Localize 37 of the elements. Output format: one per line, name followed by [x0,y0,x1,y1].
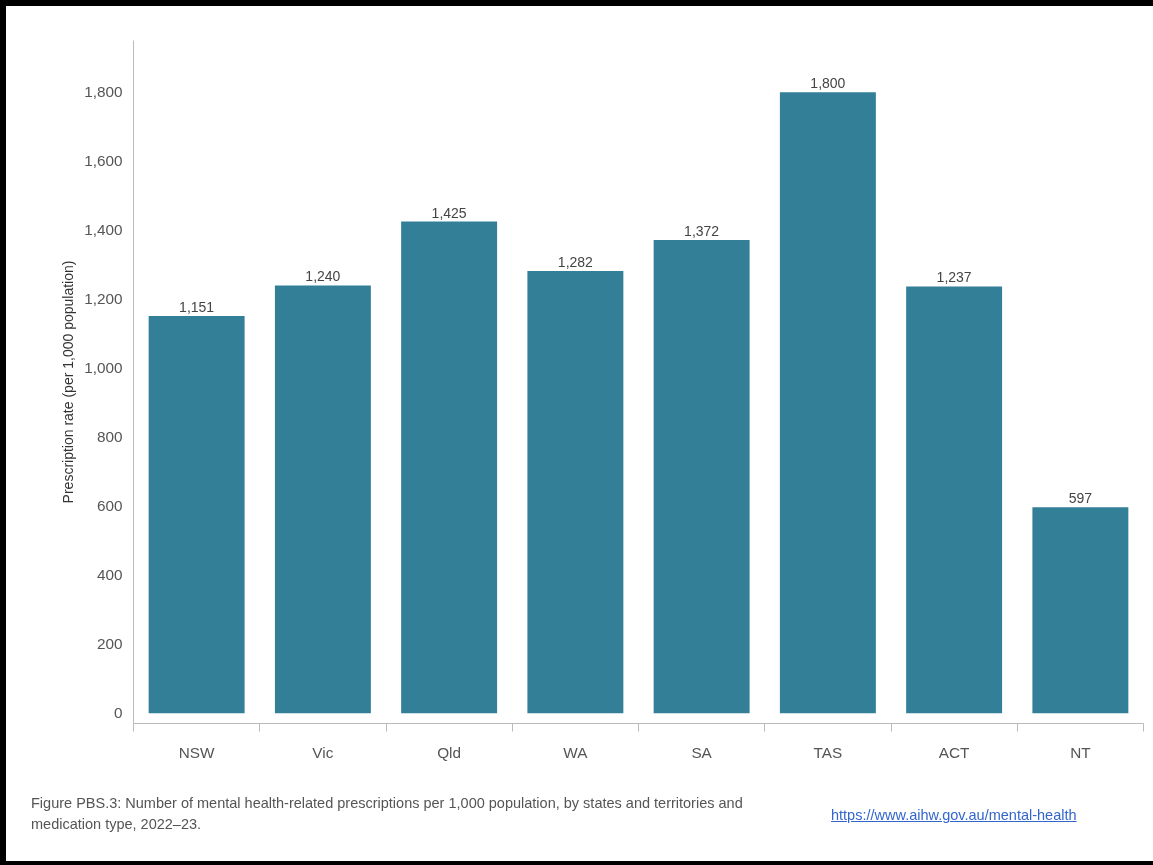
text: https://www.aihw.gov.au/mental-health [831,807,1077,823]
y-tick-label: 400 [96,566,123,584]
y-tick-label: 1,400 [84,221,123,239]
x-tick-label: Qld [437,743,462,761]
y-tick-label: 1,200 [84,290,123,308]
y-tick-label: 200 [96,635,123,653]
y-tick-label: 1,600 [84,152,123,170]
bar [1032,507,1129,714]
bar [906,286,1003,714]
data-label: 1,237 [936,269,972,286]
bar [401,221,498,714]
bar [527,270,624,714]
y-tick-label: 800 [96,428,123,446]
x-tick-label: WA [563,743,589,761]
bar [148,316,245,714]
x-tick-label: Vic [312,743,334,761]
text: Figure PBS.3: Number of mental health-related prescriptions per 1,000 population, by states and territories and medication type, 2022–23. [31,794,744,834]
bar [779,92,876,714]
y-tick-label: 1,800 [84,83,123,101]
data-label: 597 [1068,490,1093,507]
data-label: 1,800 [810,75,846,92]
data-label: 1,425 [431,204,467,221]
data-label: 1,282 [557,253,594,270]
x-tick-label: SA [691,743,713,761]
x-tick-label: TAS [813,743,843,761]
bar [274,285,371,714]
y-tick-label: 1,000 [84,359,123,377]
y-tick-label: 0 [113,704,123,722]
x-tick-label: NT [1070,743,1092,761]
x-tick-label: ACT [938,743,971,761]
data-label: 1,240 [305,268,341,285]
x-tick-label: NSW [178,743,216,761]
y-tick-label: 600 [96,497,123,515]
y-axis-title: Prescription rate (per 1,000 population) [60,260,77,504]
data-label: 1,372 [684,222,720,239]
bar [653,239,750,714]
data-label: 1,151 [179,299,215,316]
